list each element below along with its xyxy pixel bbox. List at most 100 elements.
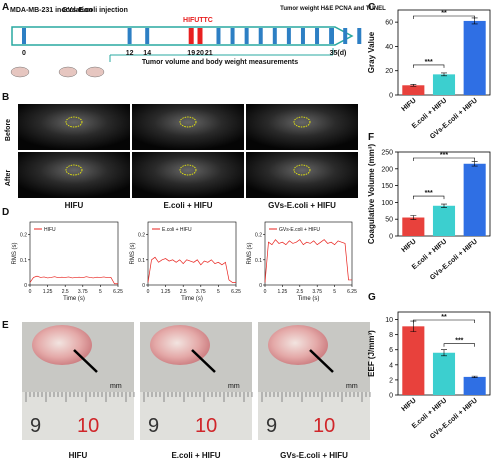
region-outline (293, 164, 311, 176)
mouse-icon (58, 66, 78, 78)
y-axis-label: Gray Value (367, 31, 376, 73)
x-tick-label: 3.75 (196, 289, 206, 295)
y-tick-label: 40 (385, 44, 393, 51)
tissue (150, 325, 210, 365)
ruler-number: 10 (313, 415, 335, 437)
line-series (264, 239, 352, 283)
y-tick-label: 0 (389, 93, 393, 100)
x-tick-label: 5 (333, 289, 336, 295)
timeline-day: 20 (196, 50, 204, 57)
timeline-note: Tumor volume and body weight measurement… (142, 59, 298, 66)
y-tick-label: 60 (385, 20, 393, 27)
y-tick-label: 0.2 (255, 233, 262, 239)
timeline-event: Tumor weight H&E PCNA and TUNEL (280, 6, 386, 12)
x-axis-label: Time (s) (63, 296, 85, 302)
timeline-day: 12 (126, 50, 134, 57)
timeline-tick (272, 28, 277, 44)
region-outline (65, 116, 83, 128)
y-axis-label: RMS (s) (12, 243, 18, 265)
y-axis-label: RMS (s) (247, 243, 253, 265)
timeline-day: 19 (187, 50, 195, 57)
y-tick-label: 0 (389, 234, 393, 241)
significance-bracket (413, 319, 475, 323)
significance-label: *** (425, 59, 433, 66)
x-tick-label: 6.25 (347, 289, 357, 295)
error-bar (441, 349, 447, 357)
timeline-tick (216, 28, 221, 44)
x-tick-label: 3.75 (312, 289, 322, 295)
legend-label: E.coli + HIFU (162, 227, 192, 233)
significance-label: *** (455, 338, 463, 345)
timeline-tick (145, 28, 150, 44)
ruler (22, 392, 134, 440)
error-bar (441, 203, 447, 208)
y-tick-label: 100 (381, 200, 393, 207)
y-tick-label: 4 (389, 362, 393, 369)
row-label: Before (5, 119, 12, 141)
x-tick-label: 0 (29, 289, 32, 295)
y-tick-label: 0.1 (20, 258, 27, 264)
ruler-number: 9 (148, 415, 159, 437)
timeline-tick (315, 28, 320, 44)
timeline-tick (244, 28, 249, 44)
x-tick-label: 2.5 (296, 289, 303, 295)
panel-label: A (2, 2, 9, 13)
y-tick-label: 150 (381, 183, 393, 190)
timeline-tick (197, 28, 203, 44)
significance-label: ** (441, 314, 447, 321)
timeline-day: 0 (22, 50, 26, 57)
y-tick-label: 8 (389, 332, 393, 339)
panel-label: C (368, 2, 375, 13)
y-tick-label: 0 (24, 283, 27, 289)
ruler (258, 392, 370, 440)
line-series (147, 256, 236, 283)
x-tick-label: HIFU (401, 97, 418, 113)
significance-bracket (413, 15, 475, 19)
x-tick-label: 5 (217, 289, 220, 295)
ruler-number: 9 (30, 415, 41, 437)
bar (463, 20, 486, 95)
ruler (140, 392, 252, 440)
mouse-icon (85, 66, 105, 78)
x-tick-label: 1.25 (278, 289, 288, 295)
y-tick-label: 6 (389, 347, 393, 354)
significance-bracket (413, 64, 445, 68)
bar (402, 85, 425, 95)
y-tick-label: 20 (385, 68, 393, 75)
timeline-tick (188, 28, 194, 44)
legend-label: HIFU (44, 227, 56, 233)
y-axis-label: EEF (J/mm³) (367, 330, 376, 377)
x-tick-label: HIFU (401, 397, 418, 413)
timeline-tick (330, 28, 334, 44)
y-tick-label: 0.2 (20, 233, 27, 239)
y-tick-label: 10 (385, 317, 393, 324)
bar (432, 205, 456, 236)
x-tick-label: 1.25 (161, 289, 171, 295)
bar (463, 163, 486, 236)
legend-label: GVs-E.coli + HIFU (279, 227, 320, 233)
y-tick-label: 2 (389, 377, 393, 384)
panel-label: G (368, 292, 376, 303)
timeline-tick (230, 28, 235, 44)
timeline-event: HIFU (183, 17, 199, 24)
bar (432, 74, 456, 95)
x-tick-label: 2.5 (180, 289, 187, 295)
ruler-unit: mm (228, 383, 240, 390)
bar (402, 217, 425, 236)
timeline-tick (258, 28, 263, 44)
arrow (191, 349, 216, 373)
x-tick-label: HIFU (401, 238, 418, 254)
x-axis-label: Time (s) (298, 296, 320, 302)
mouse-icon (10, 66, 30, 78)
timeline-event: GVs-E.coli injection (62, 7, 128, 14)
x-tick-label: 6.25 (113, 289, 123, 295)
y-tick-label: 0.2 (138, 233, 145, 239)
y-tick-label: 50 (385, 217, 393, 224)
axes-frame (264, 221, 353, 286)
axes-frame (147, 221, 237, 286)
line-series (29, 275, 118, 285)
timeline-tick (357, 28, 362, 44)
significance-bracket (413, 157, 475, 161)
group-label: GVs-E.coli + HIFU (280, 451, 348, 460)
